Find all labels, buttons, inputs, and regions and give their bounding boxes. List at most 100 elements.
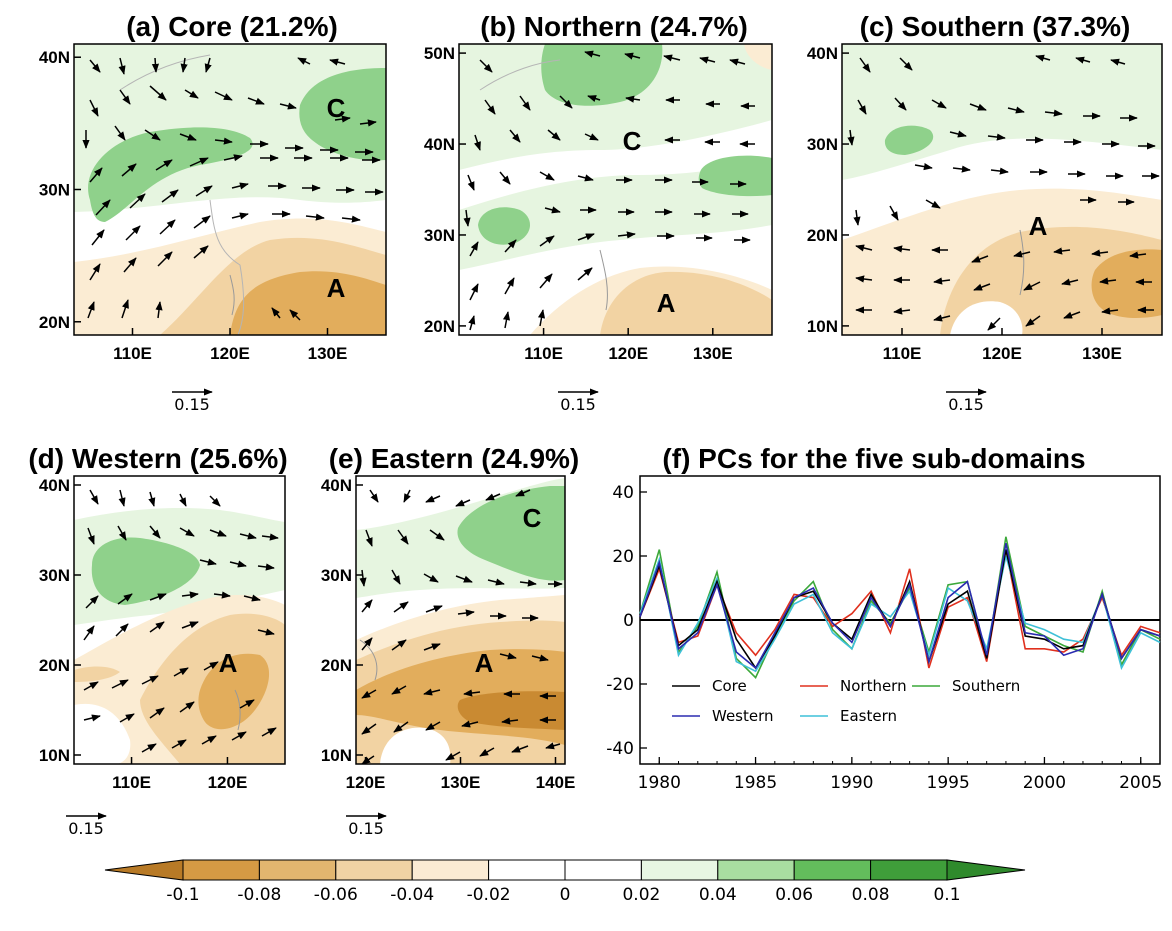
colorbar-bin <box>258 859 337 881</box>
colorbar-tick-label: 0 <box>560 885 571 905</box>
x-tick-label: 120E <box>208 773 248 792</box>
y-tick-label: 40N <box>424 135 455 154</box>
x-tick-label: 2005 <box>1119 773 1162 793</box>
y-tick-label: -40 <box>606 739 634 759</box>
panel-a-title: (a) Core (21.2%) <box>126 11 338 42</box>
x-tick-label: 1980 <box>638 773 681 793</box>
x-tick-label: 130E <box>308 344 348 363</box>
panel-e-scale-label: 0.15 <box>348 819 384 838</box>
y-tick-label: 40N <box>807 44 838 63</box>
y-tick-label: 30N <box>807 135 838 154</box>
legend-label: Southern <box>952 677 1020 695</box>
panel-e-title: (e) Eastern (24.9%) <box>329 443 580 474</box>
colorbar-bin <box>793 859 872 881</box>
colorbar-low-extend <box>104 859 184 881</box>
y-tick-label: 10N <box>321 746 352 765</box>
y-tick-label: 30N <box>39 566 70 585</box>
x-tick-label: 140E <box>536 773 576 792</box>
colorbar-tick-label: -0.1 <box>166 885 199 905</box>
x-tick-label: 120E <box>608 344 648 363</box>
x-tick-label: 110E <box>883 344 922 363</box>
panel-b-scale: 0.15 <box>558 388 599 414</box>
colorbar-bin <box>182 859 260 881</box>
y-tick-label: -20 <box>606 675 634 695</box>
colorbar-high-extend <box>946 859 1026 881</box>
panel-e-label-c: C <box>523 503 542 533</box>
panel-d-scale: 0.15 <box>66 812 107 838</box>
panel-a: (a) Core (21.2%) <box>39 11 387 414</box>
y-tick-label: 20 <box>612 547 634 567</box>
x-tick-label: 110E <box>113 344 152 363</box>
panel-e-axes: 120E 130E 140E 10N 20N 30N 40N <box>321 476 576 792</box>
panel-e-scale: 0.15 <box>346 812 387 838</box>
y-tick-label: 0 <box>623 611 634 631</box>
panel-b-label-a: A <box>657 288 676 318</box>
y-tick-label: 20N <box>39 313 70 332</box>
y-tick-label: 20N <box>39 656 70 675</box>
y-tick-label: 10N <box>807 317 838 336</box>
y-tick-label: 50N <box>424 44 455 63</box>
y-tick-label: 40N <box>39 48 70 67</box>
x-tick-label: 120E <box>346 773 386 792</box>
panel-a-scale: 0.15 <box>172 388 213 414</box>
panel-b-scale-label: 0.15 <box>560 395 596 414</box>
panel-a-axes: 110E 120E 130E 20N 30N 40N <box>39 48 348 363</box>
x-tick-label: 120E <box>982 344 1022 363</box>
x-tick-label: 130E <box>693 344 733 363</box>
colorbar-bin <box>640 859 719 881</box>
legend-label: Western <box>712 707 774 725</box>
panel-c-vectors <box>847 54 1160 331</box>
y-tick-label: 30N <box>321 566 352 585</box>
y-tick-label: 30N <box>39 181 70 200</box>
x-tick-label: 120E <box>210 344 250 363</box>
panel-a-label-a: A <box>327 273 346 303</box>
x-tick-label: 130E <box>1082 344 1122 363</box>
colorbar-bin <box>488 859 566 881</box>
series-line-western <box>639 543 1161 670</box>
panel-d-title: (d) Western (25.6%) <box>28 443 287 474</box>
colorbar-tick-label: 0.04 <box>699 885 737 905</box>
panel-b-axes: 110E 120E 130E 20N 30N 40N 50N <box>424 44 733 363</box>
y-tick-label: 40N <box>321 476 352 495</box>
panel-c-title: (c) Southern (37.3%) <box>860 11 1131 42</box>
panel-f-title: (f) PCs for the five sub-domains <box>662 443 1085 474</box>
y-tick-label: 30N <box>424 226 455 245</box>
colorbar-tick-label: 0.06 <box>775 885 813 905</box>
panel-c-scale: 0.15 <box>946 388 987 414</box>
x-tick-label: 110E <box>524 344 563 363</box>
y-tick-label: 20N <box>807 226 838 245</box>
pc-line-chart: 1980 1985 1990 1995 2000 2005 -40 -20 0 20 40 Core N… <box>606 475 1162 793</box>
legend-label: Eastern <box>840 707 897 725</box>
panel-c-scale-label: 0.15 <box>948 395 984 414</box>
legend-label: Northern <box>840 677 907 695</box>
colorbar-bin <box>335 859 413 881</box>
colorbar-bin <box>717 859 795 881</box>
panel-a-scale-label: 0.15 <box>174 395 210 414</box>
colorbar-bin <box>564 859 642 881</box>
colorbar-bin <box>870 859 948 881</box>
panel-c: (c) Southern (37.3%) <box>807 11 1163 414</box>
legend-label: Core <box>712 677 747 695</box>
panel-b: (b) Northern (24.7%) <box>424 11 773 414</box>
colorbar: -0.1 -0.08 -0.06 -0.04 -0.02 0 0.02 0.04 0.06 0.0… <box>104 859 1026 905</box>
colorbar-tick-label: 0.08 <box>852 885 890 905</box>
panel-a-vectors <box>82 57 384 321</box>
panel-e: (e) Eastern (24.9%) C A <box>321 443 579 838</box>
panel-f: (f) PCs for the five sub-domains 1980 198… <box>606 443 1162 793</box>
panel-e-label-a: A <box>475 648 494 678</box>
panel-b-title: (b) Northern (24.7%) <box>480 11 748 42</box>
x-tick-label: 1995 <box>927 773 970 793</box>
panel-d-vectors <box>83 489 279 753</box>
y-tick-label: 20N <box>321 656 352 675</box>
y-tick-label: 40N <box>39 476 70 495</box>
colorbar-tick-label: -0.06 <box>314 885 358 905</box>
panel-d-axes: 110E 120E 10N 20N 30N 40N <box>39 476 247 792</box>
x-tick-label: 1990 <box>830 773 873 793</box>
colorbar-bin <box>411 859 490 881</box>
y-tick-label: 20N <box>424 317 455 336</box>
y-tick-label: 10N <box>39 746 70 765</box>
legend: Core Northern Southern Western Eastern <box>672 677 1020 725</box>
panel-b-label-c: C <box>623 126 642 156</box>
colorbar-tick-label: 0.1 <box>933 885 960 905</box>
